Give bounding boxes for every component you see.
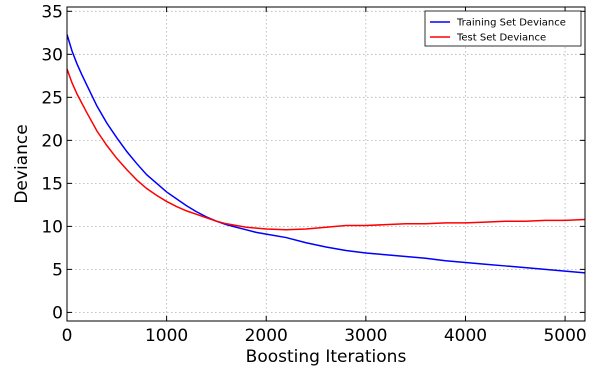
x-tick-label: 3000 xyxy=(344,326,387,346)
legend: Training Set Deviance Test Set Deviance xyxy=(424,10,582,47)
x-tick-label: 2000 xyxy=(245,326,288,346)
x-axis-label: Boosting Iterations xyxy=(246,347,407,367)
y-tick-label: 35 xyxy=(41,2,63,22)
x-tick-label: 4000 xyxy=(444,326,487,346)
y-tick-label: 5 xyxy=(52,260,63,280)
x-tick-label: 5000 xyxy=(543,326,586,346)
legend-label-test: Test Set Deviance xyxy=(456,33,546,44)
series-lines xyxy=(67,34,585,274)
training-deviance-line xyxy=(67,34,585,274)
x-tick-label: 1000 xyxy=(145,326,188,346)
y-tick-label: 10 xyxy=(41,217,63,237)
axis-ticks: 0 1000 2000 3000 4000 5000 0 5 10 15 20 25 30 35 xyxy=(41,2,586,346)
y-tick-label: 0 xyxy=(52,303,63,323)
y-tick-label: 20 xyxy=(41,131,63,151)
y-axis-label: Deviance xyxy=(12,124,32,203)
plot-frame xyxy=(66,6,586,322)
grid xyxy=(67,7,585,321)
y-tick-label: 25 xyxy=(41,88,63,108)
y-tick-label: 30 xyxy=(41,45,63,65)
legend-label-training: Training Set Deviance xyxy=(456,18,566,29)
y-tick-label: 15 xyxy=(41,174,63,194)
legend-box xyxy=(424,10,582,47)
x-tick-label: 0 xyxy=(62,326,73,346)
test-deviance-line xyxy=(67,68,585,231)
